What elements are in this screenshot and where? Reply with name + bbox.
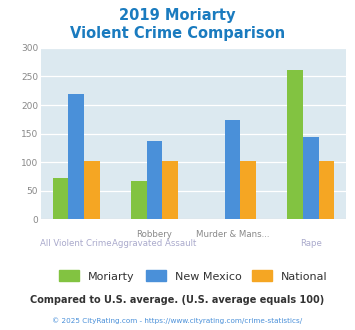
Bar (303, 137, 319, 219)
Text: Murder & Mans...: Murder & Mans... (196, 230, 269, 239)
Bar (225, 120, 240, 219)
Bar (288, 70, 303, 219)
Legend: Moriarty, New Mexico, National: Moriarty, New Mexico, National (55, 266, 332, 286)
Text: All Violent Crime: All Violent Crime (40, 239, 112, 248)
Text: Compared to U.S. average. (U.S. average equals 100): Compared to U.S. average. (U.S. average … (31, 295, 324, 305)
Text: Aggravated Assault: Aggravated Assault (112, 239, 197, 248)
Text: © 2025 CityRating.com - https://www.cityrating.com/crime-statistics/: © 2025 CityRating.com - https://www.city… (53, 317, 302, 324)
Text: 2019 Moriarty: 2019 Moriarty (119, 8, 236, 23)
Bar (68, 94, 84, 219)
Bar (131, 181, 147, 219)
Bar (84, 161, 99, 219)
Bar (147, 141, 162, 219)
Bar (53, 178, 68, 219)
Bar (162, 161, 178, 219)
Text: Robbery: Robbery (136, 230, 172, 239)
Bar (240, 161, 256, 219)
Text: Violent Crime Comparison: Violent Crime Comparison (70, 26, 285, 41)
Text: Rape: Rape (300, 239, 322, 248)
Bar (319, 161, 334, 219)
